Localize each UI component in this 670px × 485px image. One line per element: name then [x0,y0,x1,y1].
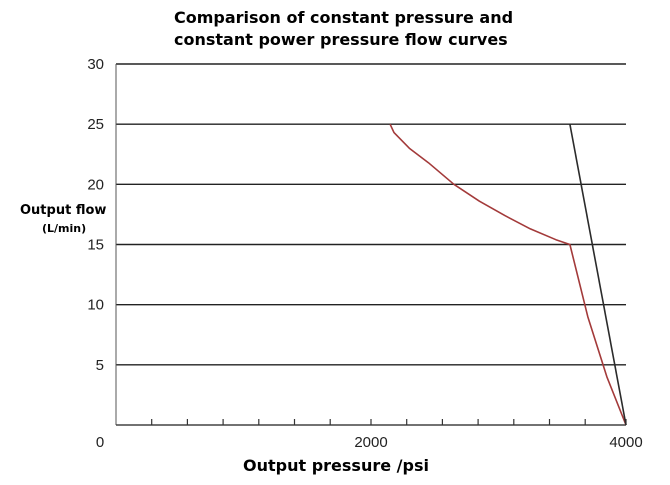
x-tick-label-4000: 4000 [609,434,642,451]
y-tick-label-15: 15 [87,237,104,254]
y-axis-unit-label: (L/min) [42,222,87,235]
y-tick-label-30: 30 [87,56,104,73]
y-axis-label: Output flow [20,203,107,218]
x-tick-labels: 0 2000 4000 [96,434,643,451]
chart-title-line-2: constant power pressure flow curves [174,30,508,49]
y-tick-label-25: 25 [87,116,104,133]
gridlines [116,63,626,366]
series-line-2 [569,124,627,426]
series-lines [389,123,627,426]
x-tick-label-0: 0 [96,434,104,451]
x-axis-label: Output pressure /psi [243,456,429,475]
y-tick-labels: 5 10 15 20 25 30 [87,56,104,374]
y-tick-label-20: 20 [87,176,104,193]
y-tick-label-10: 10 [87,297,104,314]
x-tick-label-2000: 2000 [354,434,387,451]
y-tick-label-5: 5 [96,357,104,374]
chart-title-line-1: Comparison of constant pressure and [174,8,514,27]
series-line-1 [389,123,627,426]
tick-marks [151,419,627,425]
